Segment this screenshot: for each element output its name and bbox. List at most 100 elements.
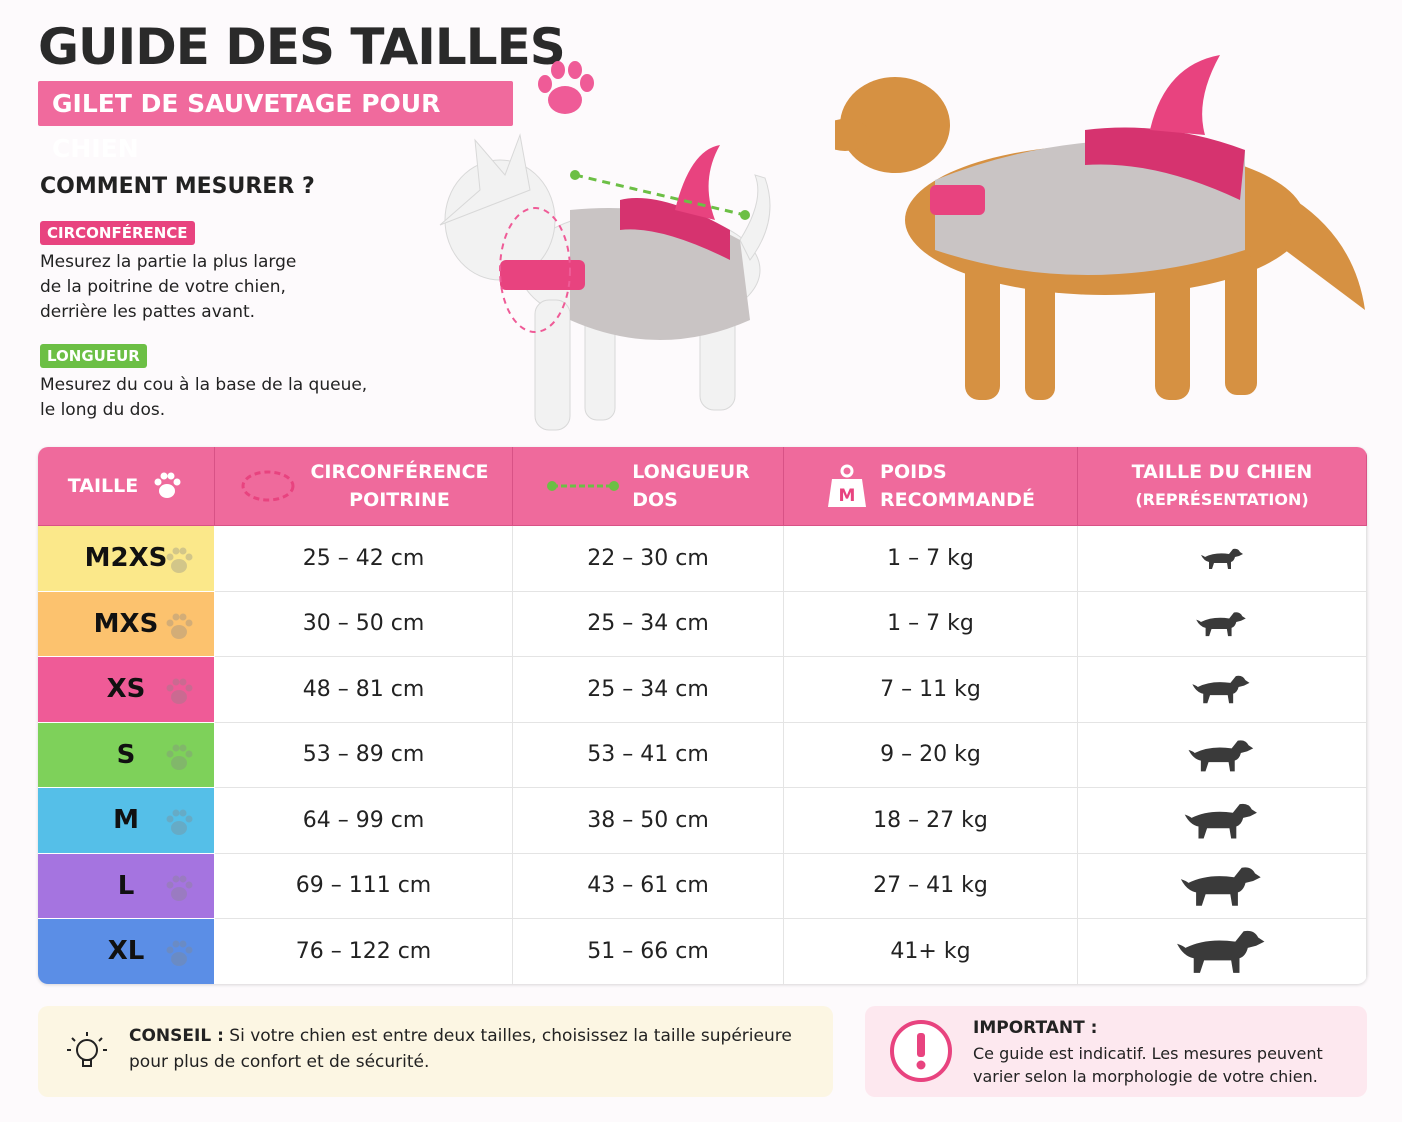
header-line: LONGUEUR: [632, 461, 750, 483]
value-cell: 64 – 99 cm: [215, 788, 513, 854]
size-label: XL: [107, 936, 145, 967]
header-line: DOS: [632, 489, 678, 511]
size-cell: S: [38, 722, 215, 788]
value-text: 22 – 30 cm: [587, 545, 709, 571]
header-cell: M POIDS RECOMMANDÉ: [784, 447, 1078, 526]
header-text: TAILLE DU CHIEN (REPRÉSENTATION): [1132, 458, 1313, 514]
header-icon: [546, 476, 620, 496]
value-cell: 53 – 41 cm: [513, 722, 784, 788]
value-cell: 27 – 41 kg: [784, 853, 1078, 919]
paw-icon: [162, 741, 196, 782]
value-text: 69 – 111 cm: [295, 873, 432, 899]
paw-icon: [162, 610, 196, 651]
mannequin-illustration: [439, 133, 771, 431]
header-text: TAILLE: [68, 472, 138, 500]
paw-icon: [162, 675, 196, 716]
dog-silhouette: [1078, 657, 1367, 723]
value-cell: 43 – 61 cm: [513, 853, 784, 919]
value-cell: 41+ kg: [784, 919, 1078, 984]
header-text: LONGUEUR DOS: [632, 458, 750, 514]
important-title: IMPORTANT :: [973, 1018, 1098, 1038]
dog-icon: [1177, 931, 1265, 974]
value-cell: 25 – 34 cm: [513, 657, 784, 723]
size-cell: M2XS: [38, 526, 215, 592]
dog-icon: [1192, 676, 1250, 704]
value-cell: 76 – 122 cm: [215, 919, 513, 984]
size-label: XS: [106, 674, 146, 705]
important-line: Ce guide est indicatif. Les mesures peuv…: [973, 1044, 1323, 1063]
dog-silhouette: [1078, 591, 1367, 657]
value-text: 7 – 11 kg: [880, 676, 981, 702]
value-cell: 69 – 111 cm: [215, 853, 513, 919]
important-box: IMPORTANT : Ce guide est indicatif. Les …: [865, 1006, 1367, 1097]
important-line: varier selon la morphologie de votre chi…: [973, 1067, 1318, 1086]
header-line: (REPRÉSENTATION): [1135, 490, 1309, 509]
measure-text: Mesurez la partie la plus large: [40, 252, 297, 272]
header-cell: LONGUEUR DOS: [513, 447, 784, 526]
header-cell: CIRCONFÉRENCE POITRINE: [215, 447, 513, 526]
tip-line: pour plus de confort et de sécurité.: [129, 1052, 430, 1072]
tip-line: Si votre chien est entre deux tailles, c…: [229, 1026, 792, 1046]
label-badge: LONGUEUR: [40, 344, 147, 368]
paw-icon: [162, 544, 196, 585]
value-text: 25 – 34 cm: [587, 676, 709, 702]
value-text: 1 – 7 kg: [887, 545, 974, 571]
header-line: TAILLE DU CHIEN: [1131, 461, 1313, 483]
alert-icon: [890, 1020, 952, 1082]
value-text: 25 – 34 cm: [587, 611, 709, 637]
value-cell: 25 – 34 cm: [513, 591, 784, 657]
size-label: M2XS: [84, 543, 168, 574]
value-text: 43 – 61 cm: [587, 873, 709, 899]
dog-icon: [1196, 612, 1247, 637]
dog-icon: [1188, 739, 1254, 771]
paw-icon: [162, 937, 196, 978]
size-label: M: [113, 805, 139, 836]
value-text: 53 – 41 cm: [587, 742, 709, 768]
header-line: POITRINE: [349, 489, 450, 511]
header-text: POIDS RECOMMANDÉ: [880, 458, 1035, 514]
value-text: 76 – 122 cm: [295, 938, 432, 964]
tip-box: CONSEIL : Si votre chien est entre deux …: [38, 1006, 833, 1097]
header-icon: [150, 469, 184, 503]
header-line: TAILLE: [67, 475, 139, 497]
dog-silhouette: [1078, 853, 1367, 919]
value-cell: 9 – 20 kg: [784, 722, 1078, 788]
size-cell: L: [38, 853, 215, 919]
value-cell: 25 – 42 cm: [215, 526, 513, 592]
dog-silhouette: [1078, 788, 1367, 854]
subtitle: GILET DE SAUVETAGE POUR CHIEN: [38, 81, 513, 163]
value-text: 27 – 41 kg: [873, 873, 988, 899]
dog-icon: [1181, 867, 1261, 906]
measure-text: le long du dos.: [40, 400, 166, 420]
header-icon: [238, 466, 298, 506]
size-cell: MXS: [38, 591, 215, 657]
value-cell: 48 – 81 cm: [215, 657, 513, 723]
value-text: 9 – 20 kg: [880, 742, 981, 768]
value-text: 25 – 42 cm: [302, 545, 425, 571]
paw-icon: [538, 61, 594, 114]
header-icon: M: [826, 463, 868, 509]
size-label: MXS: [93, 608, 159, 639]
size-label: S: [116, 739, 136, 770]
title: GUIDE DES TAILLES: [38, 18, 566, 76]
value-text: 48 – 81 cm: [302, 676, 425, 702]
icon: [154, 472, 181, 498]
tip-text: CONSEIL : Si votre chien est entre deux …: [129, 1026, 792, 1046]
value-cell: 30 – 50 cm: [215, 591, 513, 657]
size-cell: M: [38, 788, 215, 854]
value-text: 53 – 89 cm: [302, 742, 425, 768]
label-badge: CIRCONFÉRENCE: [40, 221, 195, 245]
header-cell: TAILLE DU CHIEN (REPRÉSENTATION): [1078, 447, 1367, 526]
measure-text: derrière les pattes avant.: [40, 302, 256, 322]
value-cell: 51 – 66 cm: [513, 919, 784, 984]
value-text: 38 – 50 cm: [587, 807, 709, 833]
paw-icon: [162, 806, 196, 847]
dog-silhouette: [1078, 722, 1367, 788]
measure-title: COMMENT MESURER ?: [40, 174, 315, 199]
size-cell: XS: [38, 657, 215, 723]
value-cell: 53 – 89 cm: [215, 722, 513, 788]
dog-illustration: [835, 55, 1365, 400]
value-text: 51 – 66 cm: [587, 938, 709, 964]
value-cell: 7 – 11 kg: [784, 657, 1078, 723]
